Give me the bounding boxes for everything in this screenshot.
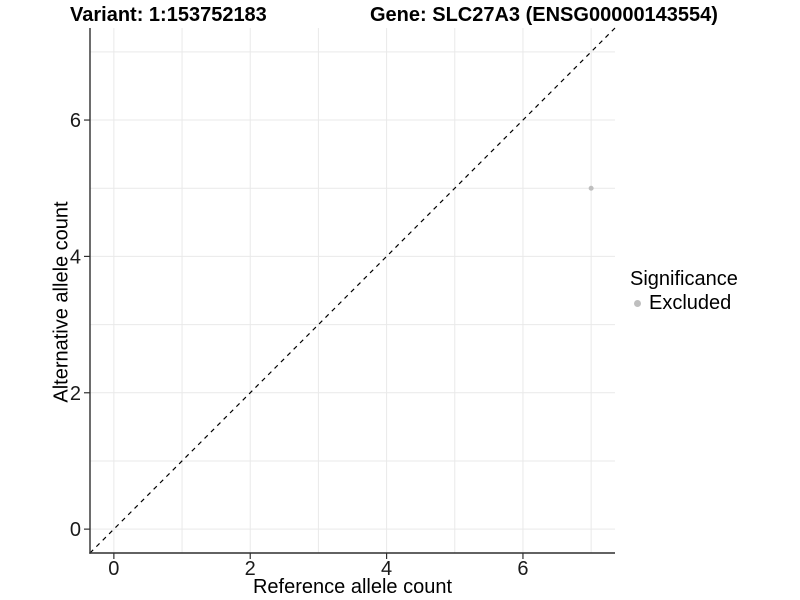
y-axis-title: Alternative allele count xyxy=(50,201,73,403)
legend-entry-label: Excluded xyxy=(649,292,732,314)
variant-title: Variant: 1:153752183 xyxy=(70,4,267,26)
legend-point-icon xyxy=(634,299,641,307)
x-tick-label: 2 xyxy=(245,558,256,580)
legend-entry-excluded: Excluded xyxy=(630,292,738,314)
data-point xyxy=(588,185,594,191)
y-tick-label: 4 xyxy=(70,246,81,268)
identity-line xyxy=(89,27,616,554)
x-tick-label: 0 xyxy=(108,558,119,580)
gene-title: Gene: SLC27A3 (ENSG00000143554) xyxy=(370,4,718,26)
x-axis-title: Reference allele count xyxy=(252,576,452,598)
y-tick-label: 6 xyxy=(70,110,81,132)
x-tick-label: 6 xyxy=(517,558,528,580)
legend: Significance Excluded xyxy=(630,268,738,314)
y-tick-label: 0 xyxy=(70,519,81,541)
x-tick-label: 4 xyxy=(381,558,392,580)
y-tick-label: 2 xyxy=(70,383,81,405)
legend-title: Significance xyxy=(630,268,738,290)
